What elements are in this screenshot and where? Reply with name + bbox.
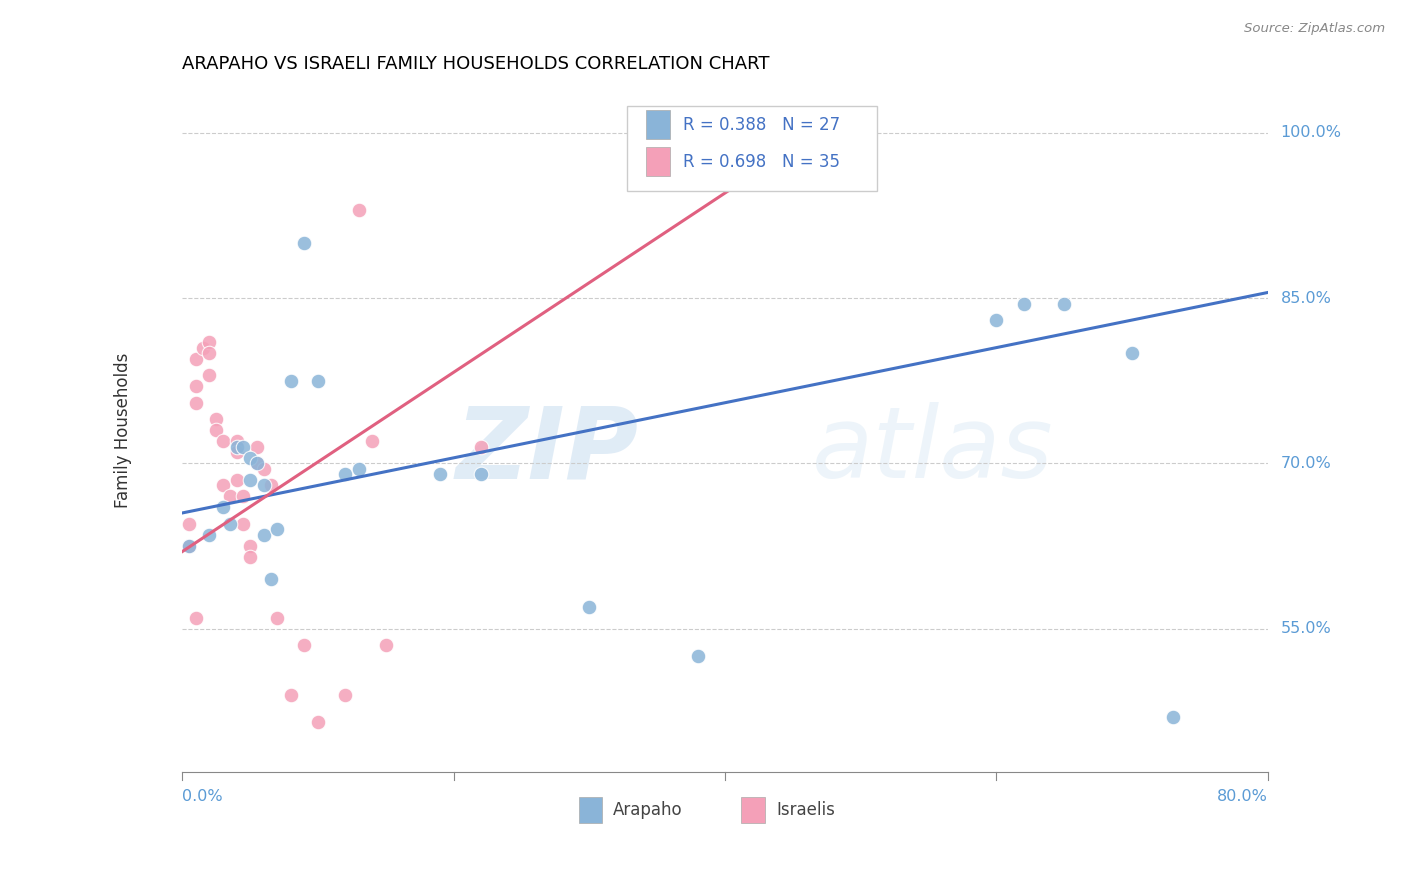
Point xyxy=(429,467,451,482)
Point xyxy=(1161,710,1184,724)
Text: ZIP: ZIP xyxy=(456,402,638,500)
Point xyxy=(253,528,276,542)
Point xyxy=(191,341,214,355)
Point xyxy=(686,649,709,664)
Text: ARAPAHO VS ISRAELI FAMILY HOUSEHOLDS CORRELATION CHART: ARAPAHO VS ISRAELI FAMILY HOUSEHOLDS COR… xyxy=(183,55,770,73)
Point xyxy=(184,351,207,366)
Point xyxy=(347,202,370,217)
Point xyxy=(333,688,356,702)
Point xyxy=(246,440,269,454)
Point xyxy=(578,599,600,614)
Point xyxy=(198,368,221,383)
Point xyxy=(294,235,316,250)
Point xyxy=(1121,346,1143,360)
Point xyxy=(239,473,262,487)
Point xyxy=(184,379,207,393)
Point xyxy=(212,478,235,492)
Point xyxy=(179,539,201,553)
Point xyxy=(347,462,370,476)
Point xyxy=(198,335,221,350)
Point xyxy=(225,434,247,449)
Point xyxy=(239,450,262,465)
Text: 80.0%: 80.0% xyxy=(1216,789,1268,804)
Point xyxy=(246,456,269,470)
Point xyxy=(246,456,269,470)
Text: Family Households: Family Households xyxy=(114,352,132,508)
Point xyxy=(374,638,396,652)
Point xyxy=(232,490,254,504)
Text: Israelis: Israelis xyxy=(776,801,835,819)
Point xyxy=(361,434,384,449)
Point xyxy=(259,478,281,492)
Text: 0.0%: 0.0% xyxy=(183,789,224,804)
Point xyxy=(294,638,316,652)
Point xyxy=(986,313,1008,327)
Point xyxy=(1012,296,1035,310)
Point xyxy=(266,610,288,624)
Point xyxy=(205,423,228,437)
Text: 70.0%: 70.0% xyxy=(1281,456,1331,471)
Bar xyxy=(645,147,669,176)
Point xyxy=(307,374,329,388)
Point xyxy=(259,572,281,586)
Bar xyxy=(578,797,602,823)
Point xyxy=(253,478,276,492)
Point xyxy=(239,539,262,553)
Point xyxy=(179,539,201,553)
Text: Arapaho: Arapaho xyxy=(613,801,683,819)
Text: 55.0%: 55.0% xyxy=(1281,621,1331,636)
Point xyxy=(225,445,247,459)
Point xyxy=(198,528,221,542)
Text: 100.0%: 100.0% xyxy=(1281,125,1341,140)
Bar xyxy=(741,797,765,823)
Text: R = 0.388   N = 27: R = 0.388 N = 27 xyxy=(683,116,839,134)
Point xyxy=(212,434,235,449)
Point xyxy=(218,516,240,531)
Point xyxy=(266,523,288,537)
FancyBboxPatch shape xyxy=(627,105,877,191)
Point xyxy=(280,688,302,702)
Text: Source: ZipAtlas.com: Source: ZipAtlas.com xyxy=(1244,22,1385,36)
Point xyxy=(470,440,492,454)
Point xyxy=(232,516,254,531)
Text: R = 0.698   N = 35: R = 0.698 N = 35 xyxy=(683,153,839,170)
Point xyxy=(218,490,240,504)
Point xyxy=(307,715,329,730)
Point xyxy=(333,467,356,482)
Bar xyxy=(645,111,669,139)
Point xyxy=(470,467,492,482)
Point xyxy=(184,395,207,409)
Point xyxy=(280,374,302,388)
Point xyxy=(184,610,207,624)
Point xyxy=(225,440,247,454)
Text: atlas: atlas xyxy=(811,402,1053,500)
Point xyxy=(179,516,201,531)
Point xyxy=(253,462,276,476)
Point xyxy=(205,412,228,426)
Text: 85.0%: 85.0% xyxy=(1281,291,1331,305)
Point xyxy=(1053,296,1076,310)
Point xyxy=(232,440,254,454)
Point xyxy=(198,346,221,360)
Point xyxy=(239,549,262,564)
Point xyxy=(212,500,235,515)
Point xyxy=(225,473,247,487)
